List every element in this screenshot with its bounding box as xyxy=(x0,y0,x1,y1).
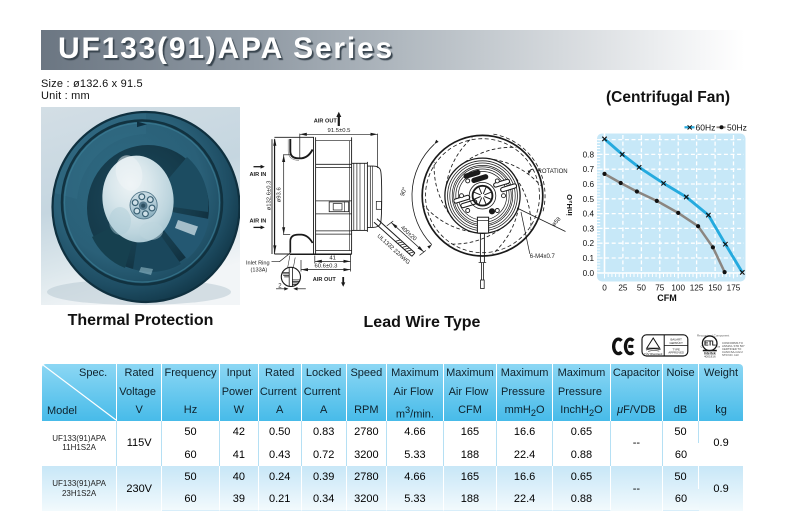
svg-text:AIR IN: AIR IN xyxy=(250,219,267,225)
svg-text:Intertek: Intertek xyxy=(704,351,716,355)
svg-text:us: us xyxy=(717,346,720,349)
svg-text:175: 175 xyxy=(727,284,741,293)
svg-text:(133A): (133A) xyxy=(251,267,268,273)
svg-text:0.3: 0.3 xyxy=(583,224,595,233)
svg-text:Inlet Ring: Inlet Ring xyxy=(246,261,270,267)
svg-text:ROTATION: ROTATION xyxy=(538,169,568,175)
svg-text:100: 100 xyxy=(671,284,685,293)
svg-text:TYPE: TYPE xyxy=(673,347,680,351)
svg-text:Recognized Component: Recognized Component xyxy=(697,334,729,338)
svg-text:6-M4x0.7: 6-M4x0.7 xyxy=(530,254,556,260)
svg-text:0.6: 0.6 xyxy=(583,180,595,189)
svg-text:60.6±0.3: 60.6±0.3 xyxy=(314,264,338,270)
svg-text:60Hz: 60Hz xyxy=(696,123,716,133)
svg-text:25: 25 xyxy=(618,284,628,293)
svg-text:150: 150 xyxy=(708,284,722,293)
svg-text:0.7: 0.7 xyxy=(583,165,595,174)
svg-text:90°: 90° xyxy=(400,186,409,197)
svg-text:AIR OUT: AIR OUT xyxy=(314,119,338,125)
svg-text:50Hz: 50Hz xyxy=(727,123,747,133)
svg-text:ø58: ø58 xyxy=(551,216,562,227)
svg-text:STD NO. 113: STD NO. 113 xyxy=(722,353,739,357)
svg-text:2: 2 xyxy=(278,284,282,290)
svg-text:GEPRÜFT: GEPRÜFT xyxy=(670,341,684,345)
svg-text:ø132.6±0.3: ø132.6±0.3 xyxy=(266,180,272,210)
svg-text:0.4: 0.4 xyxy=(583,210,595,219)
svg-text:ETL: ETL xyxy=(704,341,716,348)
svg-text:CAN/CSA-C22.2: CAN/CSA-C22.2 xyxy=(722,350,743,354)
svg-text:APPROVED: APPROVED xyxy=(668,351,684,355)
svg-text:0.2: 0.2 xyxy=(583,239,595,248)
svg-text:75: 75 xyxy=(655,284,665,293)
svg-text:UL1332 22AWG: UL1332 22AWG xyxy=(376,233,412,266)
svg-text:0.1: 0.1 xyxy=(583,254,595,263)
svg-text:inH₂O: inH₂O xyxy=(565,194,574,216)
svg-text:TÜV Rheinland: TÜV Rheinland xyxy=(644,352,663,356)
svg-text:ø93.6: ø93.6 xyxy=(276,187,282,203)
svg-text:0: 0 xyxy=(602,284,607,293)
svg-text:41: 41 xyxy=(329,255,336,261)
svg-text:BAUART: BAUART xyxy=(671,338,683,342)
svg-text:CERTIFIED TO: CERTIFIED TO xyxy=(722,347,742,351)
svg-text:50: 50 xyxy=(637,284,647,293)
svg-text:AIR IN: AIR IN xyxy=(250,172,267,178)
svg-text:4001816: 4001816 xyxy=(704,355,716,359)
svg-text:AIR OUT: AIR OUT xyxy=(313,277,337,283)
svg-text:CFM: CFM xyxy=(657,293,677,303)
svg-text:0.8: 0.8 xyxy=(583,150,595,159)
svg-text:CONFORMS TO: CONFORMS TO xyxy=(722,341,744,345)
svg-text:0.0: 0.0 xyxy=(583,269,595,278)
svg-text:125: 125 xyxy=(690,284,704,293)
svg-text:0.5: 0.5 xyxy=(583,195,595,204)
svg-text:C: C xyxy=(701,344,703,348)
svg-text:400±20: 400±20 xyxy=(399,225,417,242)
svg-text:ANSI/UL STD 507: ANSI/UL STD 507 xyxy=(722,344,745,348)
svg-text:91.5±0.5: 91.5±0.5 xyxy=(328,128,352,134)
